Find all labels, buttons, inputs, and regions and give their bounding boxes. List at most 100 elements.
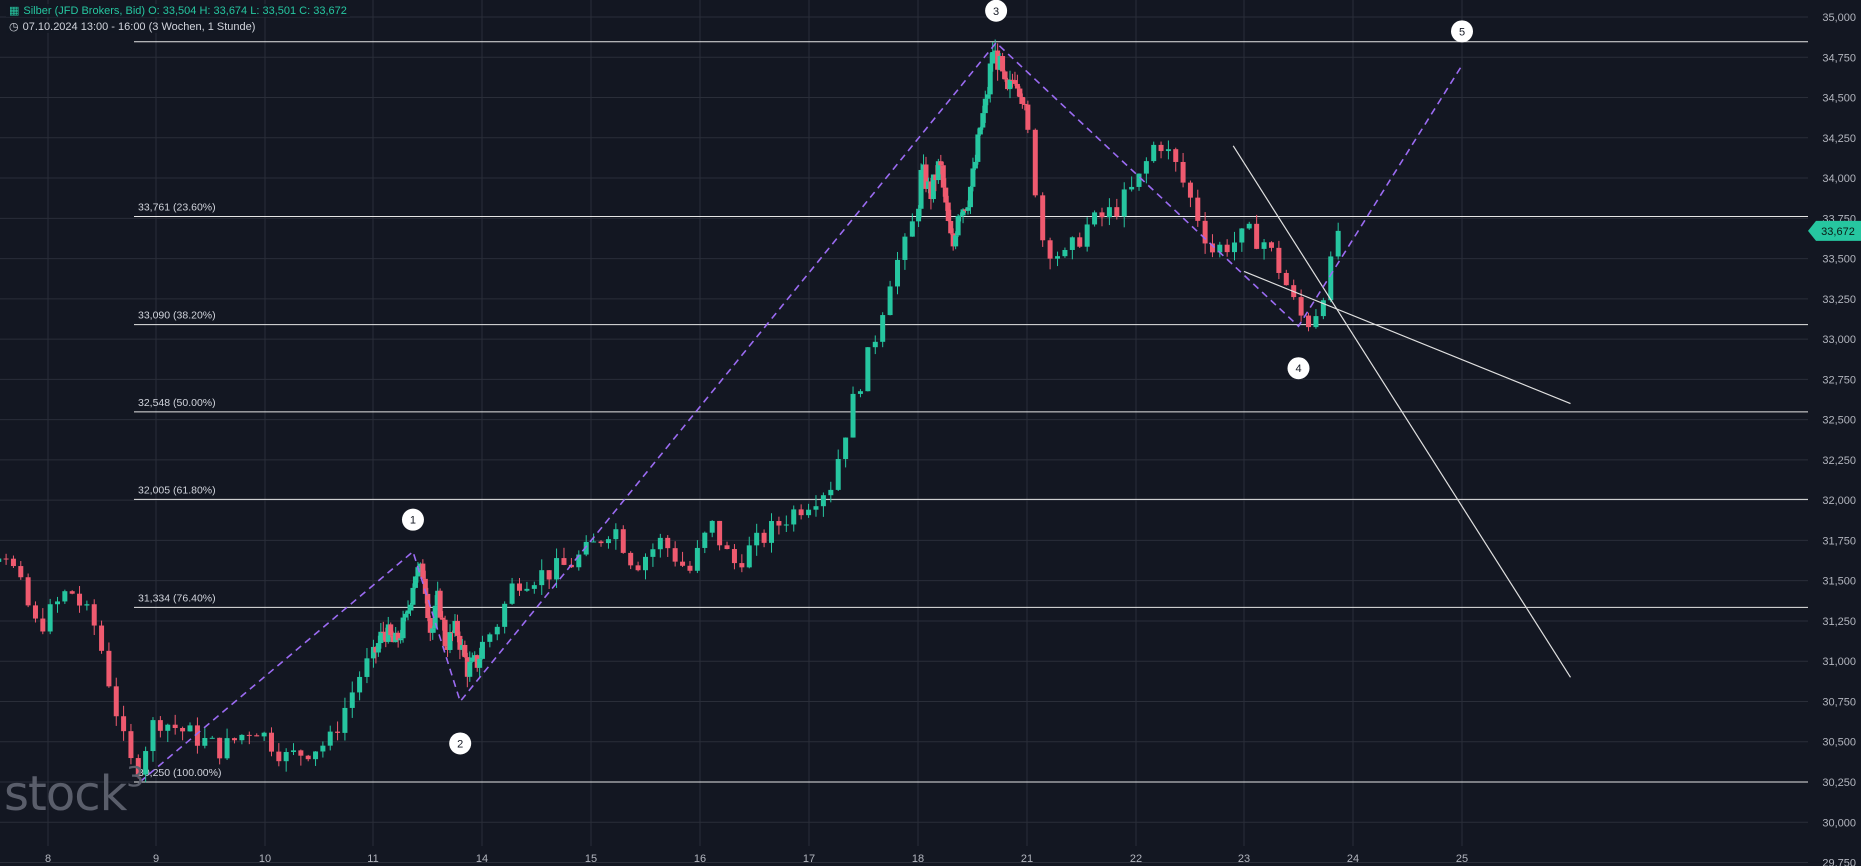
candle-body	[106, 650, 112, 687]
price-tick-label: 32,000	[1822, 495, 1856, 507]
candle-body	[1209, 243, 1215, 253]
candle-body	[916, 208, 922, 222]
candle-body	[1335, 230, 1341, 257]
candle-body	[320, 745, 326, 752]
candle-body	[1012, 80, 1018, 84]
candle-body	[1276, 247, 1282, 273]
candle-body	[1231, 242, 1237, 253]
candle-body	[25, 577, 31, 606]
candle-body	[613, 529, 619, 540]
candle-body	[447, 632, 453, 650]
candle-body	[960, 209, 966, 216]
candle-body	[987, 63, 993, 95]
time-axis[interactable]: 8 9 10 11 14 15 16 17 18 21 22 23 24 25	[45, 853, 1468, 865]
price-axis[interactable]: 35,00034,75034,50034,25034,00033,75033,5…	[1822, 12, 1856, 866]
candle-body	[935, 161, 941, 181]
candle-body	[1092, 212, 1098, 225]
candle-body	[709, 520, 715, 533]
candle-body	[77, 593, 83, 606]
candle-body	[165, 724, 171, 731]
candle-body	[62, 591, 68, 602]
candle-body	[982, 98, 988, 114]
time-tick-label: 21	[1021, 853, 1033, 865]
candle-body	[1025, 104, 1031, 130]
candle-body	[798, 509, 804, 516]
price-tag-shape	[1808, 220, 1861, 241]
candle-body	[561, 558, 567, 565]
candle-body	[1165, 149, 1171, 152]
candle-body	[135, 758, 141, 775]
candle-body	[442, 619, 448, 647]
time-tick-label: 18	[912, 853, 924, 865]
candle-body	[990, 52, 996, 64]
candle-body	[398, 638, 404, 641]
wave-marker-label: 2	[457, 738, 463, 750]
candle-body	[55, 601, 61, 605]
candle-body	[1099, 212, 1105, 218]
time-tick-label: 22	[1130, 853, 1142, 865]
price-tick-label: 34,500	[1822, 93, 1856, 105]
candle-body	[246, 734, 252, 736]
candle-body	[1014, 83, 1020, 89]
candle-body	[32, 605, 38, 619]
candle-body	[180, 728, 186, 732]
candle-body	[938, 161, 944, 166]
stock3-logo: stock3	[4, 760, 144, 822]
range-legend[interactable]: ◷ 07.10.2024 13:00 - 16:00 (3 Wochen, 1 S…	[6, 20, 259, 33]
candle-body	[1129, 186, 1135, 190]
price-tick-label: 31,750	[1822, 535, 1856, 547]
candle-body	[239, 734, 245, 741]
price-tick-label: 30,750	[1822, 696, 1856, 708]
candle-body	[1017, 88, 1023, 97]
candle-body	[872, 341, 878, 348]
candle-body	[298, 750, 304, 756]
candle-body	[650, 549, 656, 557]
candle-body	[437, 590, 443, 618]
candle-body	[702, 532, 708, 548]
symbol-legend[interactable]: ▦ Silber (JFD Brokers, Bid) O: 33,504 H: …	[6, 4, 350, 17]
candle-body	[172, 724, 178, 729]
last-price-label: 33,672	[1821, 226, 1855, 238]
chart-grid	[0, 0, 1808, 864]
candle-body	[717, 520, 723, 546]
candle-body	[945, 202, 951, 221]
candle-body	[494, 626, 500, 635]
candle-body	[231, 738, 237, 741]
candle-body	[99, 625, 105, 651]
candle-body	[554, 558, 560, 580]
price-tick-label: 33,000	[1822, 334, 1856, 346]
time-tick-label: 16	[694, 853, 706, 865]
candle-body	[1158, 144, 1164, 152]
candle-body	[643, 556, 648, 571]
fib-label: 33,761 (23.60%)	[138, 202, 216, 214]
price-tick-label: 30,000	[1822, 817, 1856, 829]
candle-body	[91, 604, 97, 626]
candle-body	[965, 207, 971, 211]
candle-body	[850, 393, 856, 438]
candle-body	[18, 566, 24, 578]
candle-body	[128, 731, 134, 759]
candle-body	[665, 537, 671, 549]
candle-body	[400, 617, 406, 639]
price-tick-label: 35,000	[1822, 12, 1856, 24]
candle-body	[783, 524, 789, 526]
candle-body	[953, 235, 959, 247]
candle-body	[1002, 71, 1008, 80]
candle-body	[202, 738, 208, 746]
candle-body	[327, 731, 333, 746]
candle-body	[948, 220, 954, 234]
candle-body	[1019, 96, 1025, 104]
candle-body	[1007, 79, 1013, 90]
candle-body	[1187, 182, 1193, 198]
candle-body	[1151, 144, 1157, 162]
time-tick-label: 8	[45, 853, 51, 865]
candle-body	[1202, 220, 1208, 244]
candle-body	[694, 547, 700, 571]
candle-body	[1077, 237, 1083, 247]
range-text: 07.10.2024 13:00 - 16:00 (3 Wochen, 1 St…	[22, 21, 256, 33]
candle-body	[469, 657, 475, 662]
candle-body	[985, 94, 991, 99]
candle-body	[1313, 316, 1319, 328]
candle-body	[1047, 240, 1053, 259]
